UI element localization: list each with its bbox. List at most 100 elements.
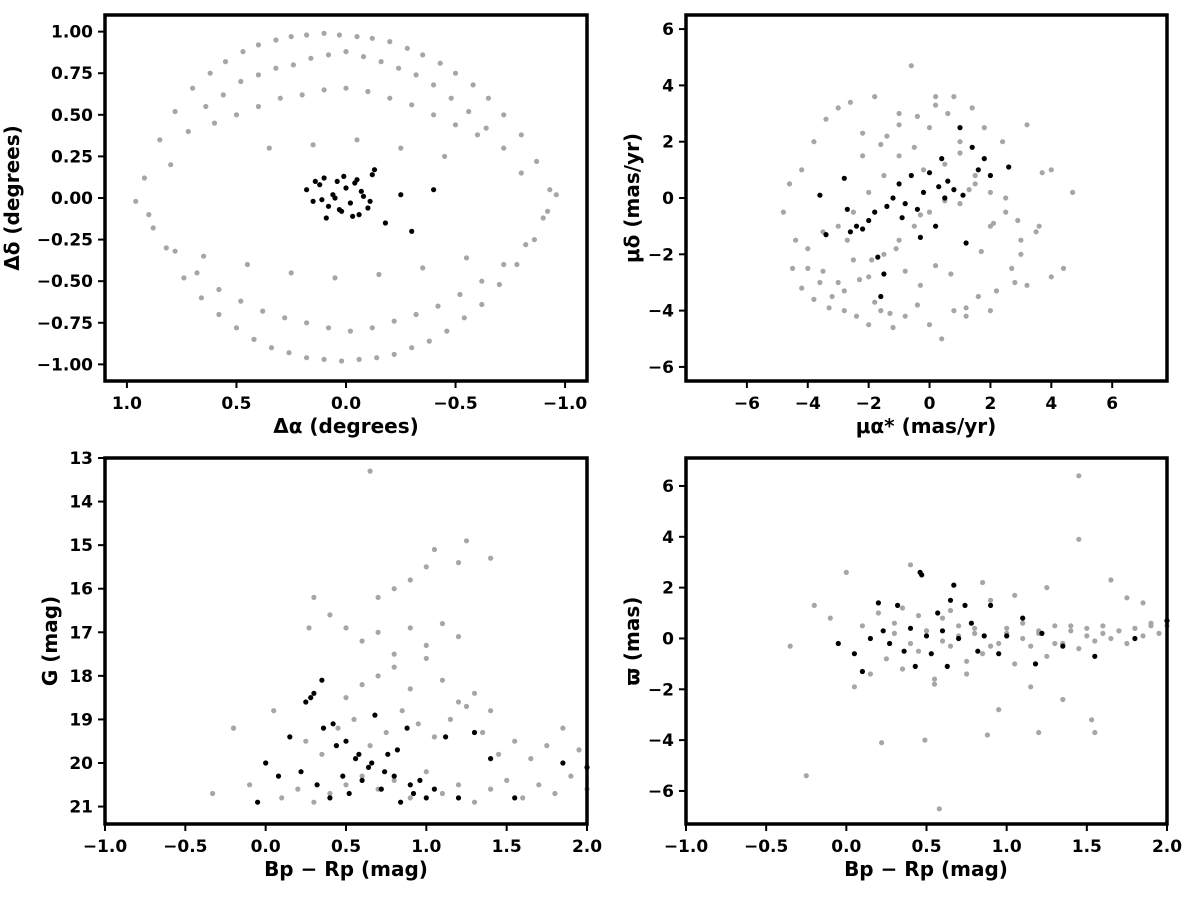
pm-field-point (844, 237, 850, 243)
sky-field-point (466, 108, 472, 115)
cmd-field-point (439, 621, 445, 627)
pm-field-point (1015, 217, 1021, 224)
pm-field-point (926, 125, 933, 131)
sky-y-tick-label: 0.50 (51, 106, 93, 126)
sky-field-point (290, 62, 296, 68)
cmd-field-point (210, 790, 216, 797)
sky-field-point (255, 72, 261, 78)
sky-field-point (420, 265, 426, 271)
cmd-y-tick-label: 14 (69, 493, 93, 513)
pm-field-point (942, 161, 948, 167)
parallax-members-point (944, 663, 950, 670)
parallax-field-point (1036, 729, 1042, 736)
cmd-x-tick-label: −0.5 (163, 837, 207, 857)
parallax-members-point (912, 663, 918, 670)
sky-field-point (194, 270, 200, 276)
pm-field-point (823, 116, 829, 122)
cmd-field-point (391, 777, 397, 784)
sky-field-point (273, 65, 279, 71)
sky-field-point (172, 108, 178, 115)
sky-field-point (332, 275, 338, 281)
parallax-field-point (980, 651, 986, 657)
parallax-field-point (964, 658, 970, 664)
parallax-x-axis-label: Bp − Rp (mag) (844, 857, 1008, 881)
cmd-ticks: −1.0 −0.5 0.0 0.5 1.0 1.5 2.0 21 20 19 18 17 16 15 14 1… (69, 449, 602, 857)
parallax-field-point (1100, 630, 1106, 637)
parallax-field-point (939, 638, 946, 644)
sky-field-point (343, 49, 349, 55)
cmd-field-point (431, 734, 437, 740)
cmd-y-tick-label: 20 (69, 754, 93, 774)
cmd-field-point (391, 586, 397, 592)
sky-field-point (391, 318, 397, 324)
pm-members-point (963, 240, 969, 246)
sky-field-point (553, 192, 559, 198)
pm-field-point (878, 141, 884, 148)
cmd-frame (103, 456, 589, 826)
cmd-field-point (496, 751, 502, 757)
sky-field-point (409, 102, 415, 108)
cmd-y-axis-label: G (mag) (38, 596, 62, 686)
sky-field-point (442, 153, 448, 159)
pm-field-point (975, 293, 981, 300)
sky-field-point (299, 92, 305, 98)
sky-field-point (343, 85, 349, 91)
sky-members-point (334, 178, 340, 184)
sky-field-point (288, 34, 294, 40)
parallax-members-point (956, 635, 962, 642)
pm-field-point (780, 209, 787, 215)
parallax-field-point (923, 628, 930, 634)
pm-frame (684, 13, 1169, 383)
parallax-field-point (899, 666, 906, 672)
sky-field-point (181, 275, 187, 281)
parallax-field-point (972, 625, 978, 631)
sky-field-point (238, 298, 244, 304)
cmd-points (210, 468, 590, 805)
cmd-field-point (399, 708, 405, 714)
parallax-field-point (1028, 684, 1034, 690)
sky-field-point (310, 142, 316, 148)
sky-field-point (461, 315, 467, 321)
pm-field-point (939, 336, 945, 342)
sky-field-point (321, 356, 327, 362)
cmd-field-point (319, 751, 325, 757)
sky-field-point (304, 32, 310, 38)
parallax-members-point (919, 572, 925, 578)
pm-field-point (933, 263, 939, 269)
pm-field-point (811, 296, 817, 302)
cmd-members-point (488, 756, 494, 762)
parallax-field-point (996, 707, 1002, 713)
pm-field-point (945, 110, 951, 117)
pm-field-point (835, 279, 841, 286)
sky-field-point (435, 303, 441, 309)
sky-field-point (501, 112, 507, 118)
parallax-field-point (936, 806, 942, 812)
pm-field-point (896, 110, 902, 117)
pm-field-point (987, 308, 994, 314)
cmd-members-point (327, 795, 333, 801)
parallax-members-point (859, 668, 866, 675)
cmd-field-point (383, 729, 389, 736)
parallax-field-point (956, 623, 962, 629)
sky-field-point (479, 278, 485, 284)
sky-members-point (341, 173, 347, 179)
pm-field-point (914, 113, 921, 119)
sky-x-tick-label: 0.0 (331, 394, 361, 414)
pm-members-point (945, 178, 951, 184)
pm-x-tick-label: 2 (985, 394, 997, 414)
cmd-field-point (423, 642, 429, 649)
cmd-field-point (367, 468, 373, 474)
parallax-members-point (851, 651, 858, 657)
parallax-x-tick-label: 1.0 (992, 837, 1022, 857)
cmd-field-point (455, 699, 462, 705)
pm-field-point (805, 265, 811, 271)
sky-members-point (382, 220, 388, 226)
panel-proper-motion: −6 −4 −2 0 2 4 6 6 4 2 0 −2 −4 −6 μα* (mas/yr) μδ (ma… (620, 13, 1169, 438)
sky-field-point (547, 187, 553, 193)
parallax-members-point (968, 620, 975, 626)
parallax-field-point (879, 740, 885, 746)
sky-field-point (431, 82, 437, 88)
sky-field-point (354, 137, 360, 143)
pm-field-point (881, 172, 887, 179)
cmd-members-point (359, 777, 365, 784)
